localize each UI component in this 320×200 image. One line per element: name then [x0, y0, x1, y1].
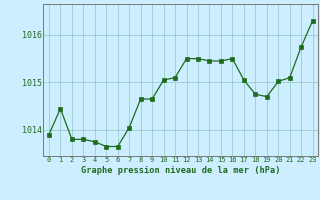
X-axis label: Graphe pression niveau de la mer (hPa): Graphe pression niveau de la mer (hPa) [81, 166, 281, 175]
